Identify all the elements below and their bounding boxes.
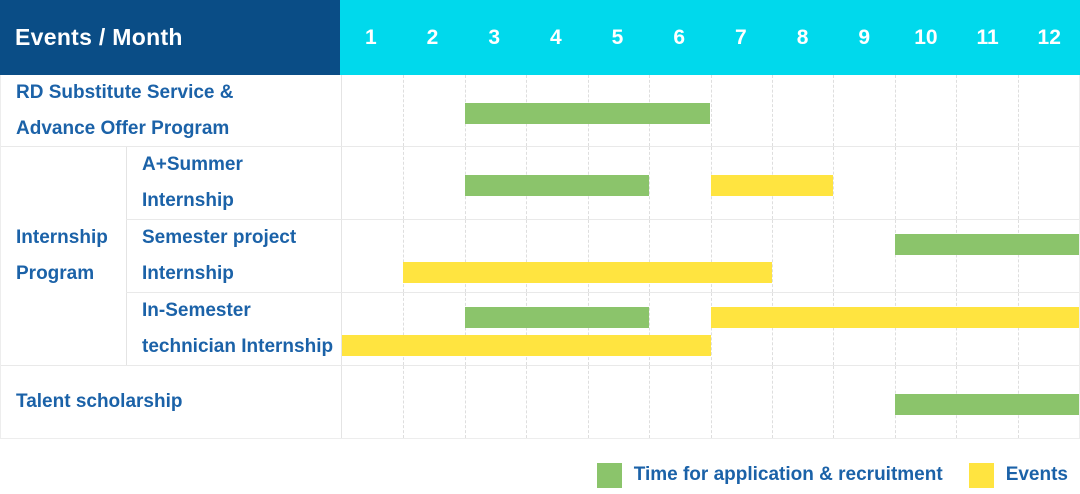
table-row-group: Internship Program A+Summer Internship Semes… bbox=[1, 147, 1079, 366]
month-gridline bbox=[771, 293, 773, 365]
row-label: In-Semester technician Internship bbox=[126, 293, 341, 365]
table-row: A+Summer Internship bbox=[126, 147, 1079, 220]
legend-swatch-application bbox=[596, 462, 622, 488]
month-label: 11 bbox=[976, 25, 999, 49]
row-chart-area bbox=[341, 147, 1079, 219]
month-gridline bbox=[526, 293, 528, 365]
row-chart-area bbox=[341, 366, 1079, 438]
month-gridline bbox=[587, 220, 589, 292]
gantt-bar-event bbox=[342, 335, 711, 356]
month-gridline bbox=[464, 293, 466, 365]
table-row: Semester project Internship bbox=[126, 220, 1079, 293]
month-gridline bbox=[956, 147, 958, 219]
month-gridline bbox=[403, 220, 405, 292]
month-gridline bbox=[649, 366, 651, 438]
row-label: Talent scholarship bbox=[16, 391, 183, 412]
month-gridline bbox=[649, 220, 651, 292]
month-gridline bbox=[1017, 220, 1019, 292]
table-row: Talent scholarship bbox=[1, 366, 1079, 438]
month-gridline bbox=[956, 220, 958, 292]
month-gridline bbox=[894, 75, 896, 146]
gantt-bar-application bbox=[894, 394, 1079, 415]
month-gridline bbox=[403, 366, 405, 438]
month-label: 8 bbox=[796, 25, 809, 49]
month-gridline bbox=[1017, 75, 1019, 146]
month-gridline bbox=[403, 147, 405, 219]
month-label: 6 bbox=[673, 25, 686, 49]
month-gridline bbox=[403, 293, 405, 365]
month-gridline bbox=[710, 293, 712, 365]
month-gridline bbox=[894, 293, 896, 365]
month-gridline bbox=[464, 220, 466, 292]
row-chart-area bbox=[341, 220, 1079, 292]
header-row: Events / Month 1 2 3 4 5 6 7 8 9 10 11 12 bbox=[0, 0, 1080, 75]
row-label: Semester project Internship bbox=[126, 220, 341, 292]
month-label: 12 bbox=[1037, 25, 1061, 49]
gantt-bar-application bbox=[894, 234, 1079, 255]
month-gridline bbox=[833, 75, 835, 146]
month-gridline bbox=[710, 220, 712, 292]
row-chart-area bbox=[341, 75, 1079, 146]
month-gridline bbox=[894, 147, 896, 219]
month-gridline bbox=[403, 75, 405, 146]
month-gridline bbox=[833, 293, 835, 365]
month-gridline bbox=[649, 147, 651, 219]
month-label: 10 bbox=[914, 25, 938, 49]
legend-label: Events bbox=[1005, 464, 1068, 485]
gantt-bar-event bbox=[710, 307, 1079, 328]
month-gridline bbox=[956, 293, 958, 365]
legend-swatch-event bbox=[968, 462, 994, 488]
gantt-bar-application bbox=[464, 102, 711, 124]
month-gridline bbox=[710, 75, 712, 146]
month-gridline bbox=[526, 366, 528, 438]
month-gridline bbox=[894, 220, 896, 292]
legend-item-application: Time for application & recruitment bbox=[596, 462, 943, 488]
month-gridline bbox=[526, 220, 528, 292]
month-gridline bbox=[771, 75, 773, 146]
header-title-cell: Events / Month bbox=[0, 0, 340, 75]
month-gridline bbox=[587, 293, 589, 365]
group-label: Internship Program bbox=[16, 227, 108, 284]
group-subrows: A+Summer Internship Semester project Intern… bbox=[126, 147, 1079, 365]
month-gridline bbox=[587, 366, 589, 438]
month-gridline bbox=[771, 220, 773, 292]
month-label: 3 bbox=[488, 25, 501, 49]
legend-label: Time for application & recruitment bbox=[633, 464, 943, 485]
month-label: 4 bbox=[550, 25, 562, 49]
month-gridline bbox=[710, 366, 712, 438]
page-title: Events / Month bbox=[15, 24, 183, 50]
month-gridline bbox=[649, 293, 651, 365]
gantt-bar-application bbox=[464, 307, 650, 328]
month-label: 1 bbox=[364, 25, 377, 49]
month-gridline bbox=[833, 366, 835, 438]
month-header: 1 2 3 4 5 6 7 8 9 10 11 12 bbox=[340, 0, 1080, 75]
row-chart-area bbox=[341, 293, 1079, 365]
month-label: 5 bbox=[611, 25, 624, 49]
month-gridline bbox=[956, 75, 958, 146]
table-row: RD Substitute Service & Advance Offer Pro… bbox=[1, 75, 1079, 147]
month-gridline bbox=[1017, 293, 1019, 365]
gantt-bar-event bbox=[710, 175, 834, 196]
row-label: A+Summer Internship bbox=[126, 147, 341, 219]
table-body: RD Substitute Service & Advance Offer Pro… bbox=[0, 75, 1080, 439]
gantt-bar-application bbox=[464, 175, 650, 196]
month-gridline bbox=[1017, 147, 1019, 219]
month-label: 7 bbox=[735, 25, 747, 49]
row-label: RD Substitute Service & Advance Offer Pro… bbox=[16, 81, 234, 139]
month-gridline bbox=[771, 366, 773, 438]
month-gridline bbox=[464, 366, 466, 438]
table-row: In-Semester technician Internship bbox=[126, 293, 1079, 365]
legend-item-event: Events bbox=[968, 462, 1068, 488]
month-label: 2 bbox=[426, 25, 439, 49]
month-gridline bbox=[833, 147, 835, 219]
month-gridline bbox=[833, 220, 835, 292]
legend: Time for application & recruitment Events bbox=[596, 459, 1068, 491]
gantt-bar-event bbox=[403, 262, 772, 283]
month-label: 9 bbox=[858, 25, 871, 49]
